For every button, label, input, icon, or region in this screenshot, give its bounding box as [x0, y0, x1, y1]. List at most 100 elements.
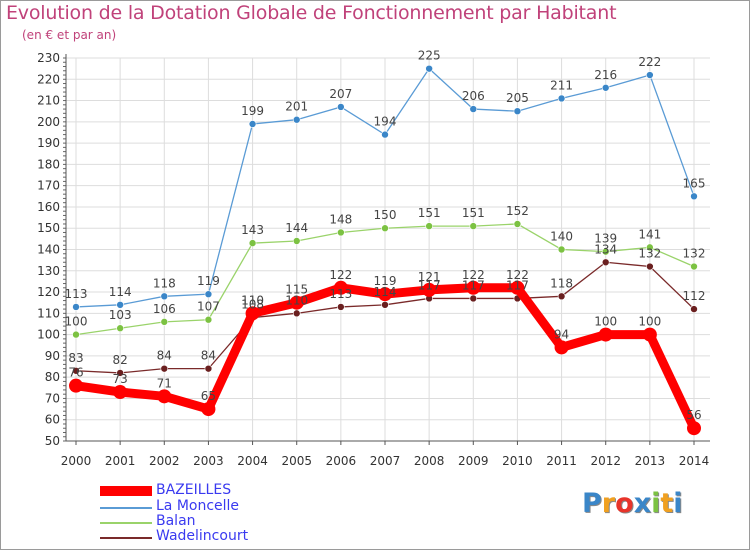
data-point-balan: [601, 247, 610, 256]
data-point-balan: [513, 220, 522, 228]
data-label: 194: [374, 115, 397, 129]
data-label: 100: [65, 315, 88, 329]
chart-subtitle: (en € et par an): [22, 28, 117, 42]
data-label: 225: [418, 49, 441, 63]
x-tick-label: 2007: [370, 454, 401, 468]
y-tick-label: 120: [37, 285, 60, 299]
legend-label: Wadelincourt: [156, 528, 249, 544]
data-label: 113: [65, 287, 88, 301]
data-point-wadelincourt: [381, 301, 389, 309]
data-point-wadelincourt: [646, 262, 654, 271]
data-point-la-moncelle: [292, 115, 301, 124]
data-label: 103: [109, 308, 132, 322]
data-point-wadelincourt: [72, 366, 80, 375]
data-label: 82: [113, 353, 128, 367]
logo-letter: i: [673, 488, 683, 519]
x-tick-label: 2013: [635, 454, 666, 468]
data-point-bazeilles: [333, 280, 348, 295]
data-point-bazeilles: [289, 295, 304, 310]
data-point-la-moncelle: [646, 71, 654, 79]
logo-letter: i: [651, 488, 661, 519]
data-label: 199: [241, 104, 264, 118]
data-point-balan: [72, 330, 80, 339]
data-label: 100: [594, 315, 617, 329]
data-label: 107: [197, 300, 220, 314]
data-point-la-moncelle: [513, 107, 522, 115]
data-point-la-moncelle: [469, 105, 478, 113]
legend-label: Balan: [156, 513, 196, 529]
y-tick-label: 190: [37, 136, 60, 150]
data-point-bazeilles: [554, 340, 569, 355]
data-label: 119: [374, 274, 397, 288]
data-point-bazeilles: [466, 280, 481, 295]
x-tick-label: 2006: [326, 454, 357, 468]
data-label: 84: [157, 349, 172, 363]
y-tick-label: 200: [37, 115, 60, 129]
x-tick-label: 2002: [149, 454, 180, 468]
data-label: 110: [285, 293, 308, 307]
data-point-la-moncelle: [690, 192, 698, 201]
data-point-balan: [116, 324, 124, 333]
logo-letter: P: [582, 488, 602, 519]
y-tick-label: 160: [37, 200, 60, 214]
data-label: 117: [418, 278, 441, 292]
logo-letter: o: [615, 488, 634, 519]
data-point-balan: [557, 245, 566, 254]
x-tick-label: 2005: [281, 454, 312, 468]
data-point-bazeilles: [422, 282, 437, 297]
data-point-la-moncelle: [160, 292, 169, 301]
data-label: 108: [241, 298, 264, 312]
data-label: 151: [462, 206, 485, 220]
data-label: 56: [686, 408, 701, 422]
data-label: 94: [554, 327, 569, 341]
y-tick-label: 150: [37, 221, 60, 235]
data-point-wadelincourt: [469, 294, 478, 303]
data-label: 114: [109, 285, 132, 299]
data-label: 119: [197, 274, 220, 288]
data-label: 144: [285, 221, 308, 235]
data-label: 222: [638, 55, 661, 69]
data-label: 150: [374, 208, 397, 222]
data-label: 132: [638, 247, 661, 261]
data-label: 134: [594, 242, 617, 256]
data-point-balan: [469, 222, 478, 230]
data-point-balan: [337, 228, 345, 237]
legend-swatch: [100, 522, 152, 524]
data-label: 115: [285, 283, 308, 297]
data-point-wadelincourt: [337, 303, 345, 311]
data-label: 117: [462, 278, 485, 292]
data-label: 141: [638, 227, 661, 241]
data-point-bazeilles: [113, 385, 128, 400]
data-label: 84: [201, 349, 216, 363]
y-tick-label: 110: [37, 306, 60, 320]
data-label: 106: [153, 302, 176, 316]
logo-letter: t: [660, 488, 674, 519]
x-tick-label: 2004: [237, 454, 268, 468]
data-label: 76: [68, 366, 83, 380]
data-point-wadelincourt: [160, 364, 169, 373]
data-point-bazeilles: [69, 378, 83, 393]
data-label: 140: [550, 230, 573, 244]
data-label: 73: [113, 372, 128, 386]
data-point-bazeilles: [598, 327, 613, 342]
y-tick-label: 50: [45, 434, 60, 448]
data-point-bazeilles: [201, 402, 216, 417]
x-tick-label: 2010: [502, 454, 533, 468]
data-point-bazeilles: [510, 280, 525, 295]
data-point-la-moncelle: [116, 301, 124, 309]
data-point-balan: [690, 262, 698, 271]
data-point-balan: [646, 243, 654, 252]
data-label: 165: [683, 176, 706, 190]
data-point-wadelincourt: [116, 369, 124, 377]
data-label: 65: [201, 389, 216, 403]
data-label: 114: [374, 285, 397, 299]
data-point-la-moncelle: [381, 130, 389, 139]
y-tick-label: 210: [37, 94, 60, 108]
y-tick-label: 70: [45, 391, 60, 405]
proxiti-logo: Proxiti: [582, 488, 683, 519]
data-label: 100: [638, 315, 661, 329]
logo-letter: x: [633, 488, 652, 519]
data-label: 122: [506, 268, 529, 282]
